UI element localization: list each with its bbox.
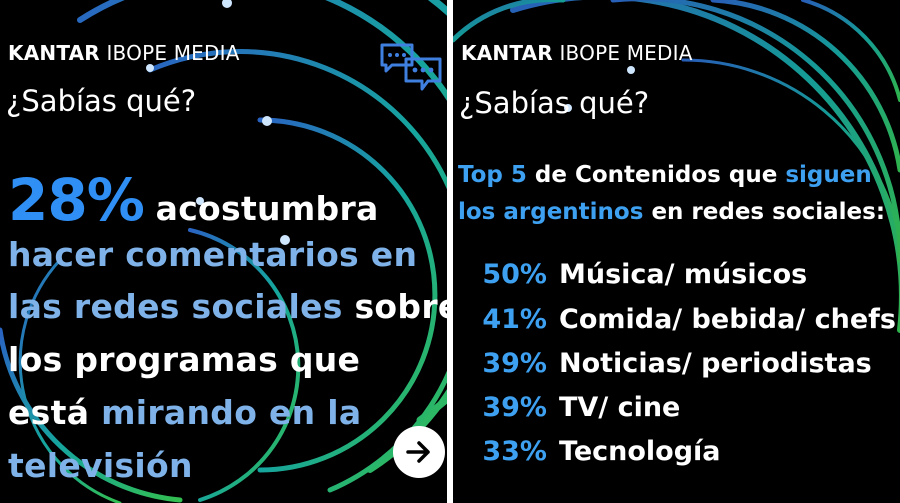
stat-line: 28% acostumbra bbox=[8, 166, 379, 234]
brand-logo: KANTAR IBOPE MEDIA bbox=[8, 41, 240, 65]
top5-heading-line1: Top 5 de Contenidos que siguen bbox=[458, 162, 872, 188]
arrow-right-icon bbox=[406, 441, 430, 463]
right-slide: KANTAR IBOPE MEDIA ¿Sabías qué? Top 5 de… bbox=[453, 0, 900, 503]
body-line-4: los programas que bbox=[8, 340, 361, 379]
left-slide: KANTAR IBOPE MEDIA ¿Sabías qué? 28% acos… bbox=[0, 0, 447, 503]
list-item: 41% Comida/ bebida/ chefs bbox=[482, 304, 896, 335]
body-line-2: hacer comentarios en bbox=[8, 235, 418, 274]
decorative-rings bbox=[0, 0, 447, 503]
list-item: 33% Tecnología bbox=[482, 436, 721, 467]
top5-heading-line2: los argentinos en redes sociales: bbox=[458, 199, 886, 225]
list-item: 50% Música/ músicos bbox=[482, 259, 808, 290]
list-item: 39% Noticias/ periodistas bbox=[482, 348, 872, 379]
body-line-5: está mirando en la bbox=[8, 393, 362, 432]
stat-text: acostumbra bbox=[155, 189, 379, 228]
next-slide-button[interactable] bbox=[393, 426, 445, 478]
brand-logo: KANTAR IBOPE MEDIA bbox=[461, 41, 693, 65]
chat-bubbles-icon bbox=[380, 43, 442, 91]
decorative-rings bbox=[453, 0, 900, 333]
body-line-6: televisión bbox=[8, 446, 193, 485]
question-heading: ¿Sabías qué? bbox=[459, 86, 650, 120]
stat-percent: 28% bbox=[8, 166, 145, 234]
question-heading: ¿Sabías qué? bbox=[6, 84, 197, 118]
list-item: 39% TV/ cine bbox=[482, 392, 681, 423]
body-line-3: las redes sociales sobre bbox=[8, 287, 447, 326]
